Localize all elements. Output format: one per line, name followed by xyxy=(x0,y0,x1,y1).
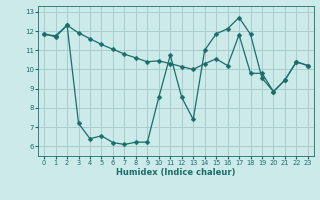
X-axis label: Humidex (Indice chaleur): Humidex (Indice chaleur) xyxy=(116,168,236,177)
